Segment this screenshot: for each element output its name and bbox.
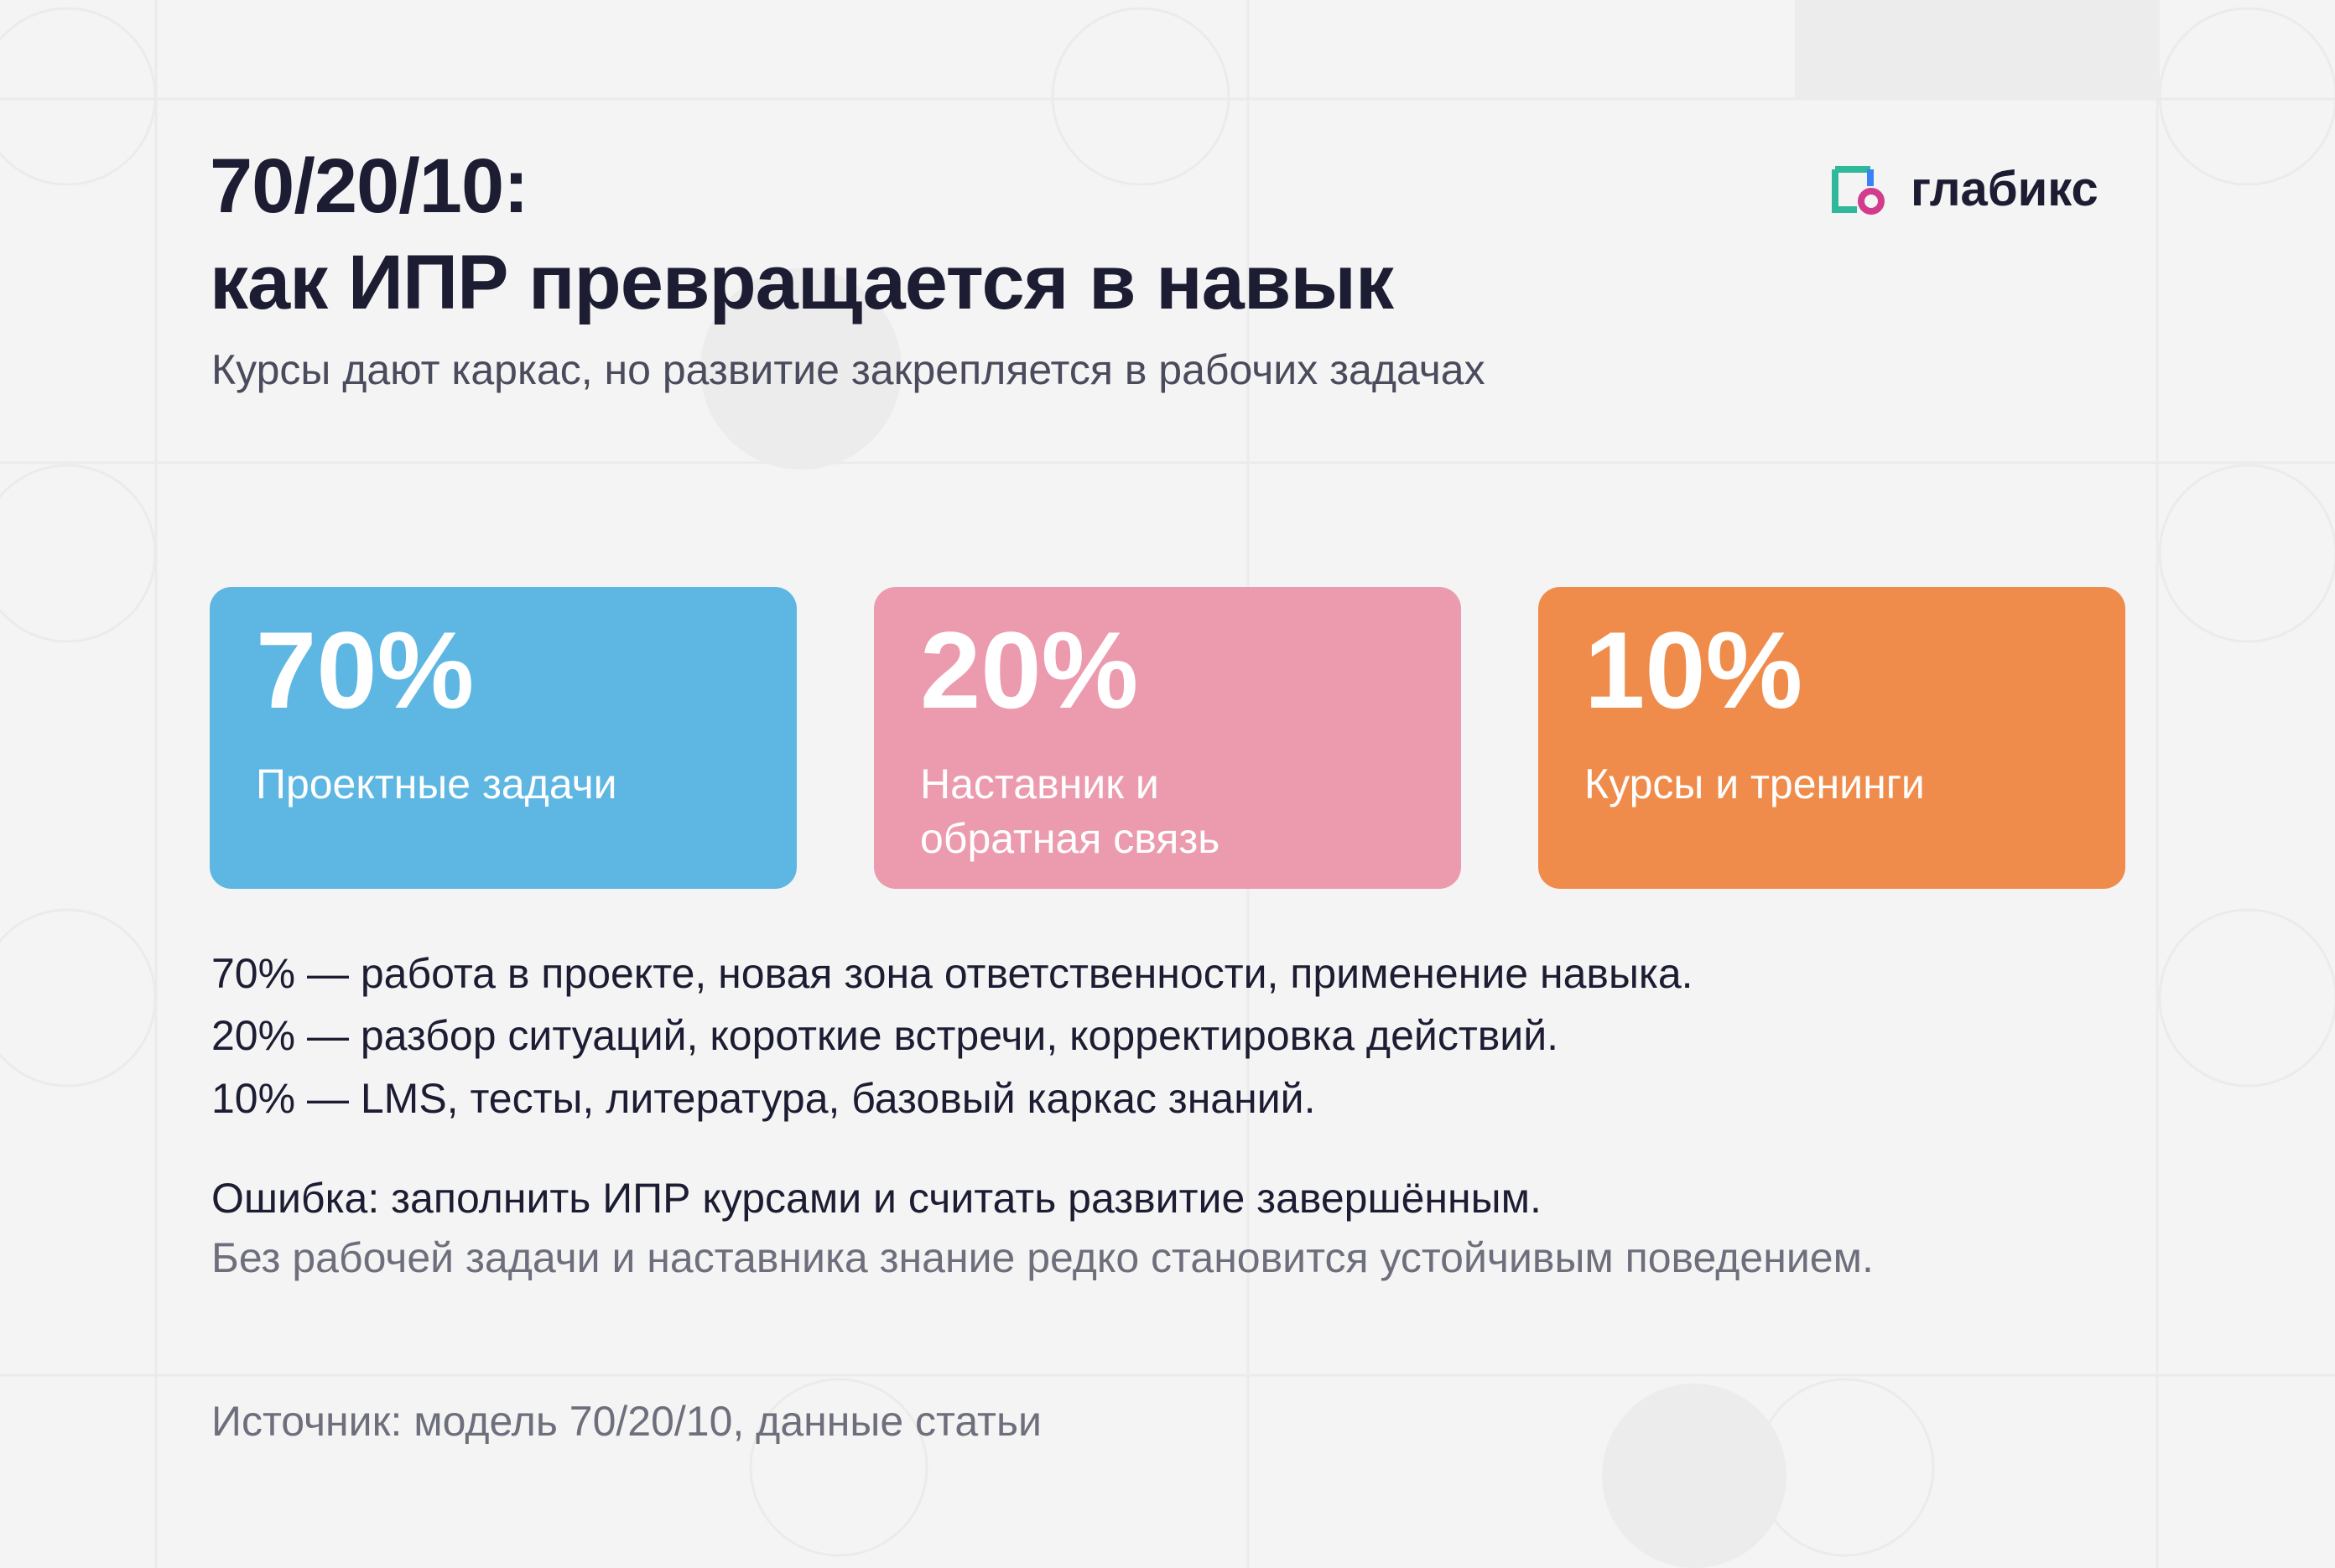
detail-line: 20% — разбор ситуаций, короткие встречи,…	[211, 1012, 1559, 1059]
logo-text: глабикс	[1911, 162, 2098, 216]
note-headline: Ошибка: заполнить ИПР курсами и считать …	[211, 1175, 1542, 1222]
card-label: Проектные задачи	[256, 761, 617, 807]
card-percent: 20%	[920, 609, 1139, 731]
logo-icon	[1832, 166, 1885, 215]
note-text: Без рабочей задачи и наставника знание р…	[211, 1234, 1874, 1281]
card: 70% Проектные задачи	[210, 587, 797, 889]
source: Источник: модель 70/20/10, данные статьи	[211, 1398, 1042, 1445]
detail-line: 70% — работа в проекте, новая зона ответ…	[211, 950, 1693, 997]
card-label: обратная связь	[920, 815, 1220, 862]
card-percent: 70%	[256, 609, 475, 731]
title-line: 70/20/10:	[210, 143, 529, 229]
card-label: Наставник и	[920, 761, 1159, 807]
card-percent: 10%	[1584, 609, 1803, 731]
card: 10% Курсы и тренинги	[1538, 587, 2125, 889]
title-line: как ИПР превращается в навык	[210, 240, 1394, 325]
detail-line: 10% — LMS, тесты, литература, базовый ка…	[211, 1075, 1316, 1122]
card: 20% Наставник и обратная связь	[874, 587, 1461, 889]
subtitle: Курсы дают каркас, но развитие закрепляе…	[211, 346, 1485, 393]
card-label: Курсы и тренинги	[1584, 761, 1925, 807]
